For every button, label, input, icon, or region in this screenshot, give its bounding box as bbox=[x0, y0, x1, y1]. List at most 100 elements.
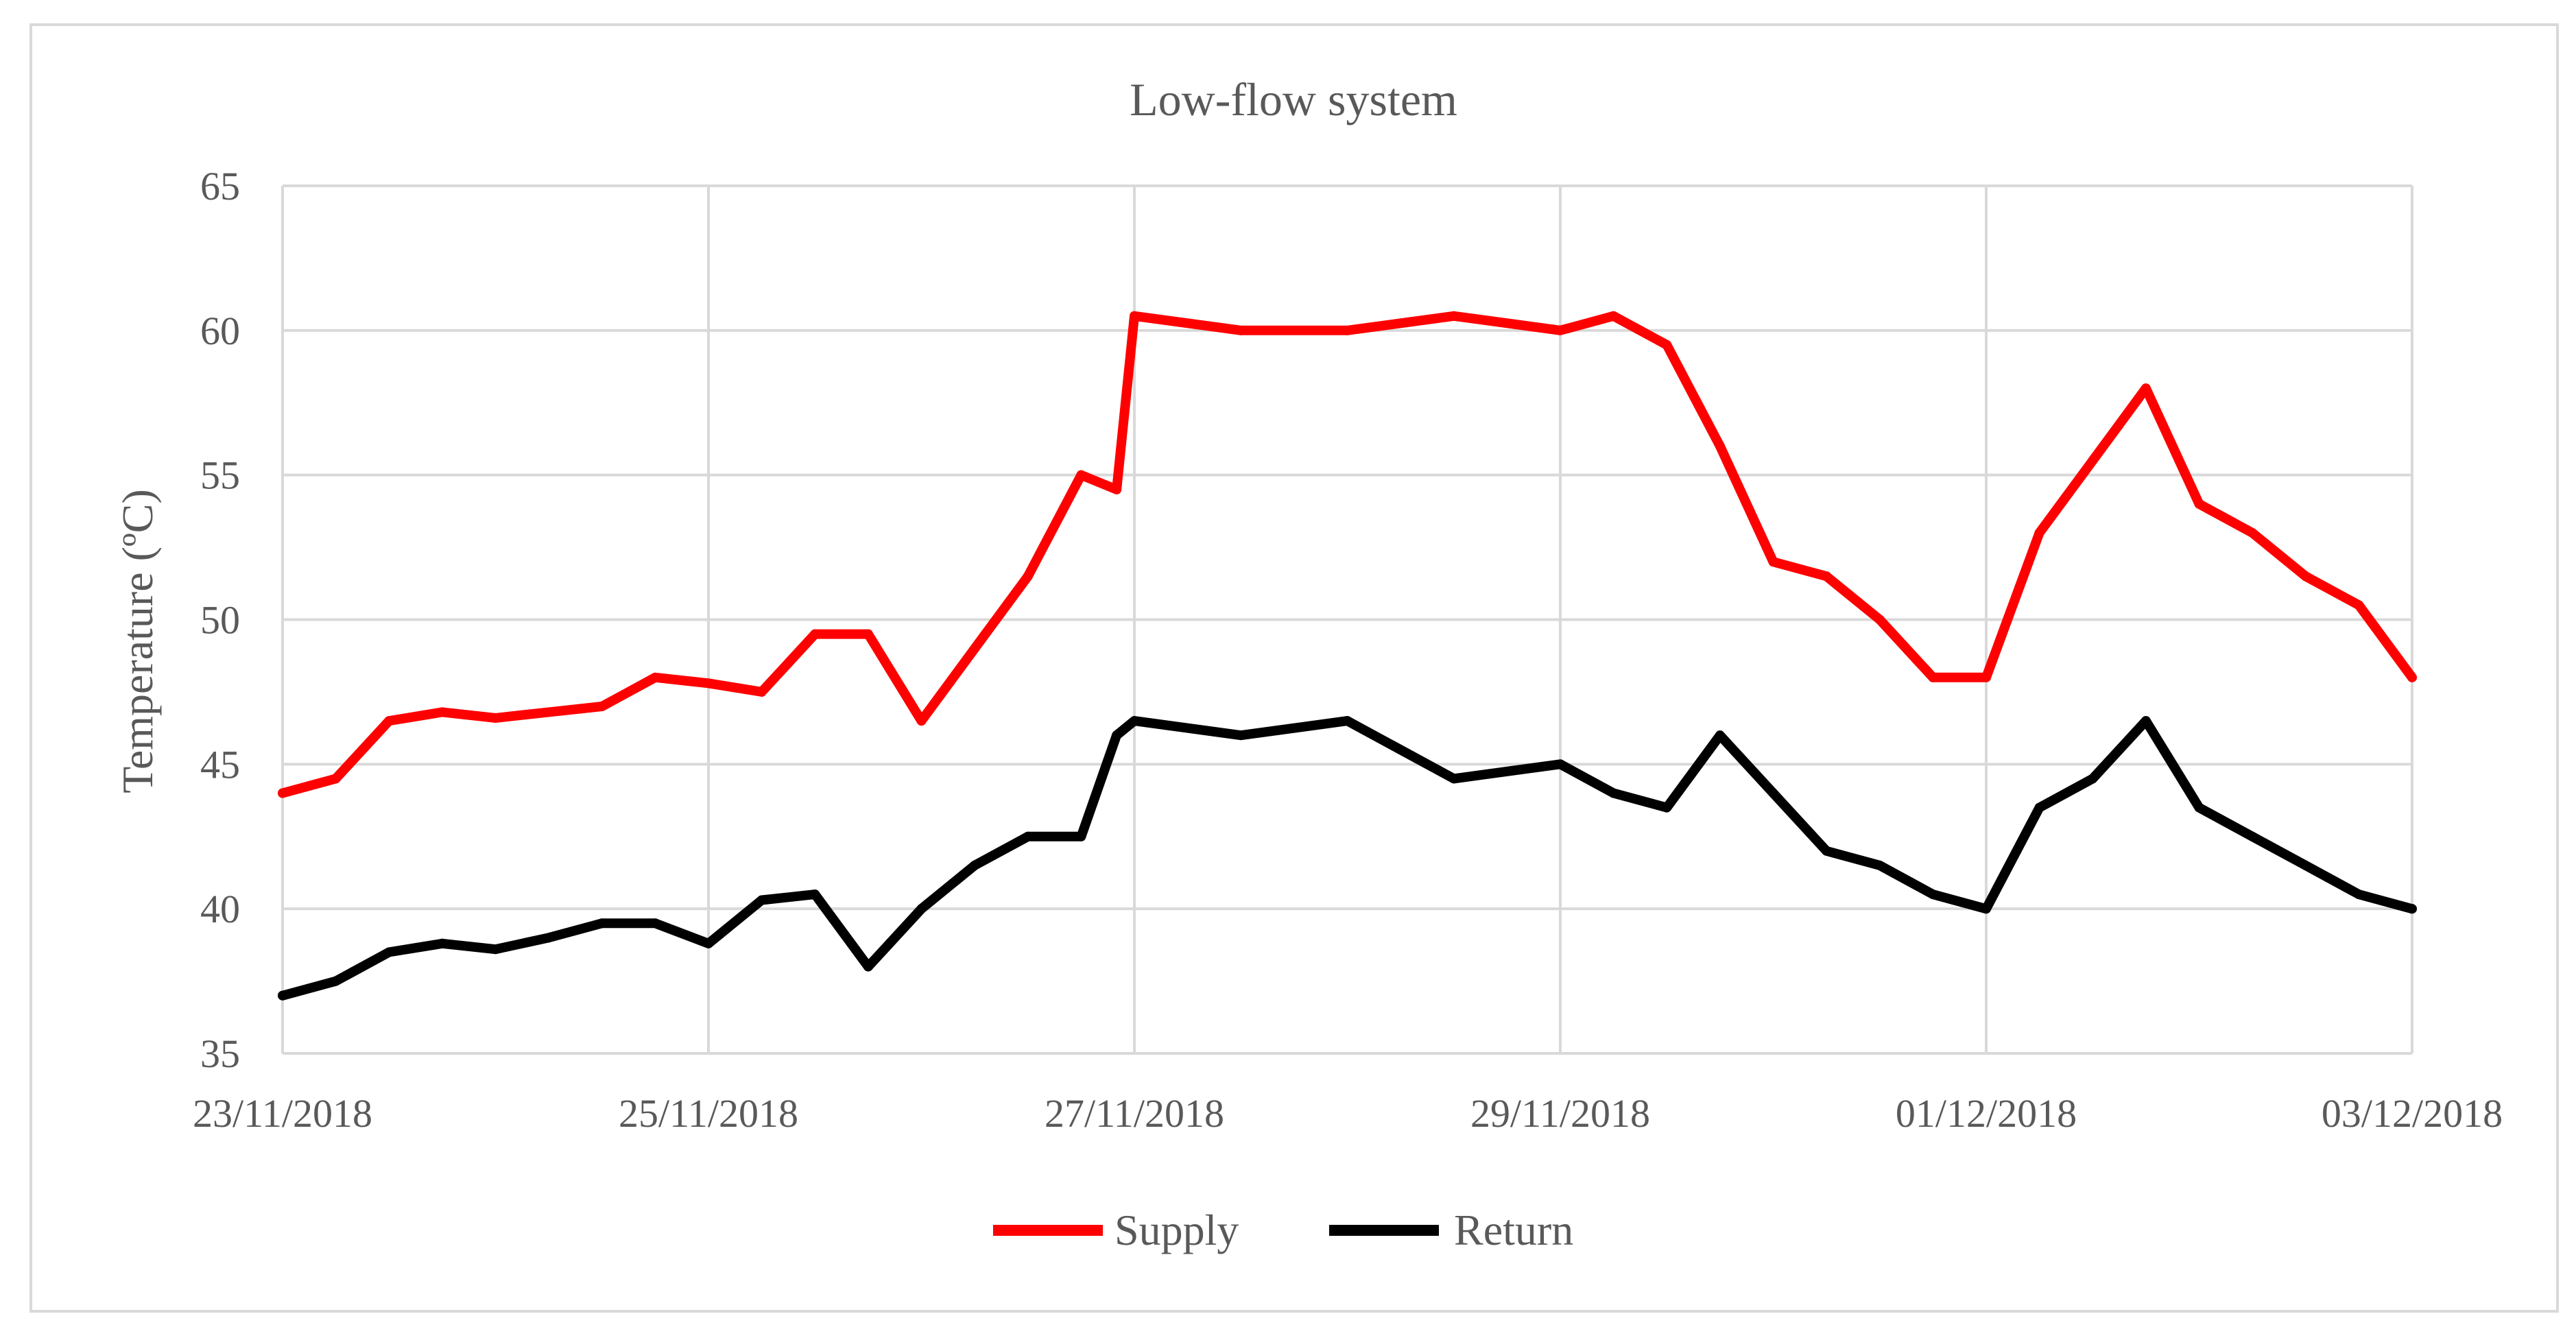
data-point-supply bbox=[597, 702, 607, 711]
y-tick-label: 35 bbox=[200, 1031, 240, 1076]
y-tick-label: 65 bbox=[200, 164, 240, 208]
data-point-supply bbox=[1076, 470, 1086, 480]
data-point-supply bbox=[2140, 383, 2151, 394]
data-point-supply bbox=[490, 713, 501, 723]
data-point-supply bbox=[704, 678, 713, 689]
legend-label-return: Return bbox=[1454, 1206, 1573, 1254]
data-point-return bbox=[1023, 831, 1033, 841]
x-tick-label: 01/12/2018 bbox=[1896, 1091, 2077, 1136]
y-tick-label: 55 bbox=[200, 453, 240, 498]
data-point-return bbox=[2300, 860, 2311, 870]
data-point-supply bbox=[1608, 311, 1619, 321]
y-tick-label: 40 bbox=[200, 887, 240, 931]
data-point-return bbox=[544, 933, 554, 943]
data-point-supply bbox=[916, 716, 927, 726]
data-point-supply bbox=[2300, 571, 2311, 582]
chart-title: Low-flow system bbox=[1130, 73, 1457, 126]
data-point-return bbox=[278, 990, 287, 1001]
data-point-return bbox=[810, 889, 820, 900]
data-point-return bbox=[1822, 846, 1832, 856]
data-point-return bbox=[1112, 730, 1122, 741]
data-point-return bbox=[863, 961, 873, 972]
data-point-supply bbox=[384, 716, 394, 726]
data-point-return bbox=[2088, 774, 2098, 784]
data-point-return bbox=[2354, 889, 2364, 900]
x-tick-label: 23/11/2018 bbox=[193, 1091, 372, 1136]
data-point-supply bbox=[331, 774, 341, 784]
data-point-return bbox=[1236, 730, 1246, 741]
x-tick-label: 25/11/2018 bbox=[619, 1091, 798, 1136]
data-point-return bbox=[916, 904, 927, 914]
legend-label-supply: Supply bbox=[1114, 1206, 1239, 1254]
data-point-supply bbox=[544, 707, 554, 717]
y-axis-label: Temperature (ºC) bbox=[113, 489, 162, 793]
data-point-return bbox=[331, 976, 341, 986]
x-tick-label: 03/12/2018 bbox=[2322, 1091, 2503, 1136]
data-point-supply bbox=[2407, 672, 2417, 682]
data-point-return bbox=[650, 918, 660, 929]
data-point-supply bbox=[1768, 557, 1778, 567]
data-point-supply bbox=[970, 643, 980, 654]
data-point-return bbox=[2407, 904, 2417, 914]
data-point-return bbox=[2247, 831, 2258, 841]
data-point-return bbox=[1608, 788, 1619, 798]
data-point-supply bbox=[1448, 311, 1459, 321]
data-point-supply bbox=[1981, 672, 1991, 682]
data-point-supply bbox=[1130, 311, 1139, 321]
series-line-supply bbox=[278, 311, 2417, 798]
data-point-supply bbox=[1023, 571, 1033, 582]
data-point-return bbox=[1342, 716, 1352, 726]
data-point-supply bbox=[437, 707, 447, 717]
data-point-return bbox=[1981, 904, 1991, 914]
x-tick-label: 29/11/2018 bbox=[1470, 1091, 1650, 1136]
data-point-supply bbox=[2034, 528, 2044, 538]
data-point-supply bbox=[810, 629, 820, 639]
data-point-supply bbox=[1715, 441, 1725, 451]
data-point-supply bbox=[2247, 528, 2258, 538]
data-point-return bbox=[704, 938, 713, 948]
data-point-supply bbox=[650, 672, 660, 682]
y-tick-labels: 35 40 45 50 55 60 65 bbox=[200, 164, 240, 1076]
data-point-return bbox=[2140, 716, 2151, 726]
data-point-return bbox=[1555, 759, 1565, 769]
x-tick-labels: 23/11/2018 25/11/2018 27/11/2018 29/11/2018… bbox=[193, 1091, 2503, 1136]
data-point-supply bbox=[2194, 499, 2204, 509]
data-point-return bbox=[756, 895, 767, 905]
data-point-supply bbox=[1342, 325, 1352, 335]
data-point-supply bbox=[2088, 455, 2098, 466]
y-tick-label: 50 bbox=[200, 598, 240, 643]
data-point-return bbox=[2034, 802, 2044, 813]
data-point-supply bbox=[1928, 672, 1938, 682]
chart-frame bbox=[29, 23, 2559, 1313]
data-point-return bbox=[384, 947, 394, 957]
data-point-return bbox=[970, 860, 980, 870]
data-point-return bbox=[1768, 788, 1778, 798]
data-point-supply bbox=[1874, 614, 1885, 625]
data-point-supply bbox=[1112, 484, 1122, 494]
data-point-supply bbox=[1822, 571, 1832, 582]
x-tick-label: 27/11/2018 bbox=[1045, 1091, 1224, 1136]
legend: Supply Return bbox=[993, 1206, 1573, 1254]
data-point-return bbox=[597, 918, 607, 929]
data-point-supply bbox=[1236, 325, 1246, 335]
data-point-return bbox=[1130, 716, 1139, 726]
data-point-supply bbox=[756, 686, 767, 697]
data-point-return bbox=[1874, 860, 1885, 870]
data-point-return bbox=[490, 944, 501, 955]
data-point-supply bbox=[863, 629, 873, 639]
data-point-return bbox=[1662, 802, 1672, 813]
data-point-supply bbox=[1662, 339, 1672, 350]
data-point-supply bbox=[2354, 600, 2364, 610]
data-point-return bbox=[2194, 802, 2204, 813]
data-point-return bbox=[1715, 730, 1725, 741]
series-lines bbox=[278, 311, 2417, 1001]
y-tick-label: 45 bbox=[200, 742, 240, 787]
data-point-return bbox=[437, 938, 447, 948]
series-line-return bbox=[278, 716, 2417, 1001]
data-point-supply bbox=[278, 788, 287, 798]
data-point-supply bbox=[1555, 325, 1565, 335]
y-tick-label: 60 bbox=[200, 309, 240, 353]
data-point-return bbox=[1448, 774, 1459, 784]
data-point-return bbox=[1076, 831, 1086, 841]
